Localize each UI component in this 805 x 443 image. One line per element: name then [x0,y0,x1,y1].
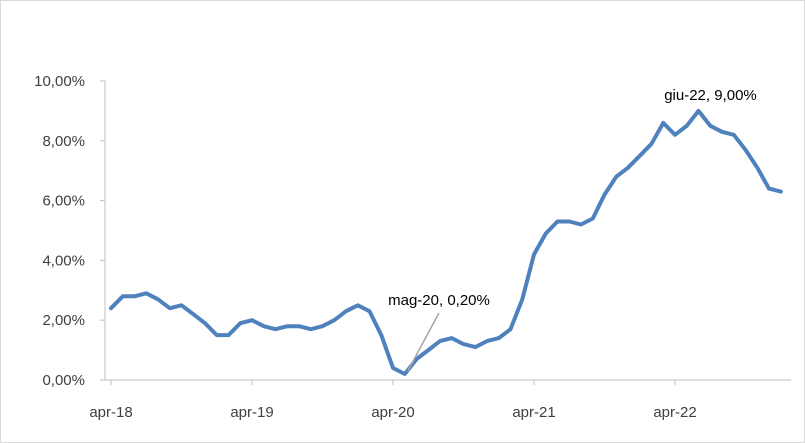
x-tick-label: apr-20 [371,404,414,421]
x-tick-label: apr-22 [653,404,696,421]
y-tick-label: 10,00% [34,73,85,90]
annotation-label: mag-20, 0,20% [388,292,490,309]
y-tick-label: 2,00% [42,312,85,329]
x-tick-label: apr-21 [512,404,555,421]
y-tick-label: 4,00% [42,252,85,269]
series-layer [109,108,783,376]
annotation-label: giu-22, 9,00% [664,87,757,104]
x-tick-label: apr-19 [230,404,273,421]
annotations: mag-20, 0,20% giu-22, 9,00% [388,87,757,372]
annotation-leader-line [407,312,440,372]
y-tick-label: 0,00% [42,372,85,389]
y-tick-label: 6,00% [42,193,85,210]
x-tick-label: apr-18 [89,404,132,421]
tick-labels: 0,00% 2,00% 4,00% 6,00% 8,00% 10,00% apr-18 apr… [34,73,697,421]
axes [104,81,791,381]
series-line [109,108,783,376]
y-tick-label: 8,00% [42,133,85,150]
